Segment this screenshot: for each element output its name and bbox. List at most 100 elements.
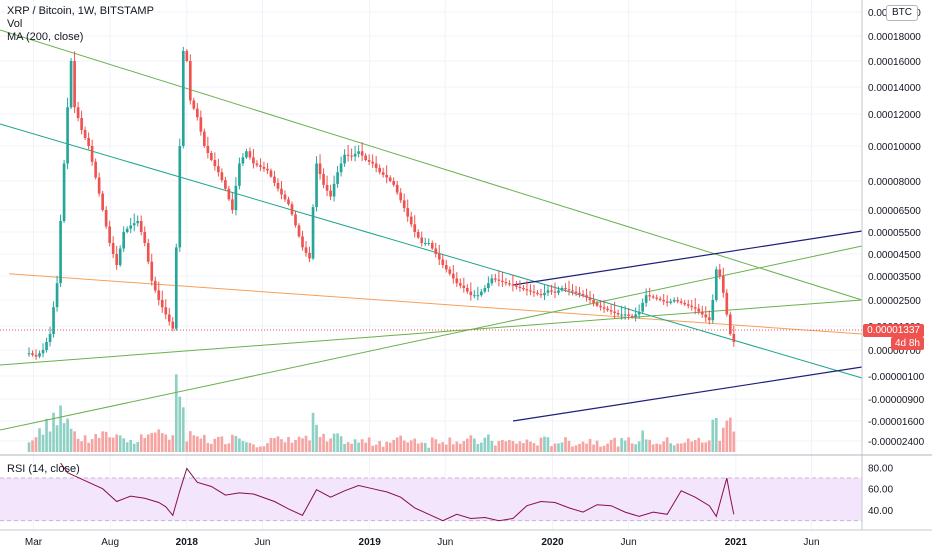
candle-body (483, 288, 487, 292)
volume-bar (592, 444, 595, 452)
volume-bar (157, 429, 161, 452)
price-tick-label: 0.00003500 (868, 272, 921, 283)
candle-body (725, 292, 729, 315)
volume-legend[interactable]: Vol (7, 18, 23, 30)
volume-bar (714, 417, 718, 452)
price-tick-label: 0.00014000 (868, 83, 921, 94)
price-tick-label: 0.00000700 (868, 346, 921, 357)
candle-body (437, 254, 441, 260)
volume-bar (227, 443, 231, 452)
volume-bar (501, 440, 504, 452)
price-tick-label: 0.00010000 (868, 142, 921, 153)
candle-body (108, 226, 111, 243)
volume-bar (69, 428, 73, 452)
volume-bar (480, 442, 483, 452)
volume-bar (111, 437, 115, 452)
volume-bar (353, 439, 357, 452)
candle-body (76, 107, 80, 118)
candle-body (637, 311, 641, 315)
candle-body (420, 237, 424, 243)
volume-bar (402, 440, 406, 452)
candle-body (111, 243, 115, 254)
candle-body (350, 155, 353, 157)
volume-bar (406, 442, 410, 452)
candle-body (62, 163, 66, 221)
volume-bar (669, 443, 673, 452)
candle-body (543, 292, 546, 296)
volume-bar (585, 443, 588, 452)
volume-bar (662, 441, 666, 452)
candle-body (294, 214, 297, 226)
candle-body (602, 307, 606, 309)
candle-body (515, 285, 518, 287)
volume-bar (167, 439, 171, 452)
candle-body (641, 302, 644, 312)
currency-badge[interactable]: BTC (886, 5, 918, 21)
volume-bar (686, 438, 690, 452)
candle-body (34, 354, 38, 357)
volume-bar (560, 442, 564, 452)
candle-body (262, 167, 266, 169)
bar-countdown-tag: 4d 8h (890, 337, 924, 350)
candle-body (136, 221, 140, 224)
volume-bar (574, 445, 578, 452)
candle-body (241, 157, 245, 164)
ma-legend[interactable]: MA (200, close) (7, 31, 84, 43)
volume-bar (87, 442, 90, 452)
volume-bar (665, 437, 669, 452)
volume-bar (416, 443, 420, 452)
candle-body (623, 314, 627, 316)
candle-body (234, 185, 238, 210)
candle-body (252, 157, 255, 164)
volume-bar (546, 437, 550, 452)
time-tick-label: 2020 (541, 537, 564, 548)
volume-bar (252, 444, 255, 452)
candle-body (469, 291, 473, 296)
volume-bar (651, 444, 655, 452)
candle-body (276, 182, 280, 189)
volume-bar (143, 437, 147, 452)
candle-body (188, 61, 192, 101)
candle-body (329, 190, 332, 197)
volume-bar (290, 442, 294, 452)
candle-body (634, 314, 637, 318)
volume-bar (73, 431, 76, 452)
candle-body (399, 192, 403, 201)
volume-bar (52, 412, 55, 452)
trendline-green-upper (0, 29, 863, 301)
candle-body (697, 308, 701, 312)
candle-body (581, 294, 585, 296)
volume-bar (616, 446, 620, 452)
volume-bar (129, 439, 133, 452)
candle-body (97, 177, 101, 194)
candle-body (511, 284, 515, 286)
volume-bar (420, 442, 424, 452)
volume-bar (374, 444, 378, 452)
volume-bar (613, 437, 616, 452)
rsi-legend[interactable]: RSI (14, close) (7, 463, 80, 475)
volume-bar (728, 417, 732, 452)
candle-body (655, 297, 659, 299)
volume-bar (623, 440, 627, 452)
volume-bar (132, 443, 136, 452)
volume-bar (700, 442, 704, 452)
price-tick-label: -0.00001600 (868, 417, 925, 428)
symbol-legend[interactable]: XRP / Bitcoin, 1W, BITSTAMP (7, 5, 154, 17)
candle-body (613, 311, 616, 313)
candle-body (658, 298, 662, 300)
volume-bar (483, 437, 487, 452)
volume-bar (76, 438, 80, 452)
volume-bar (494, 445, 497, 452)
candle-body (392, 181, 396, 185)
volume-bar (171, 435, 175, 452)
candle-body (132, 223, 136, 226)
rsi-pane (0, 462, 862, 522)
volume-bar (690, 441, 694, 452)
volume-bar (539, 437, 543, 452)
candle-body (423, 243, 427, 244)
candle-body (532, 291, 536, 293)
volume-bar (658, 444, 662, 452)
candle-body (704, 314, 708, 318)
